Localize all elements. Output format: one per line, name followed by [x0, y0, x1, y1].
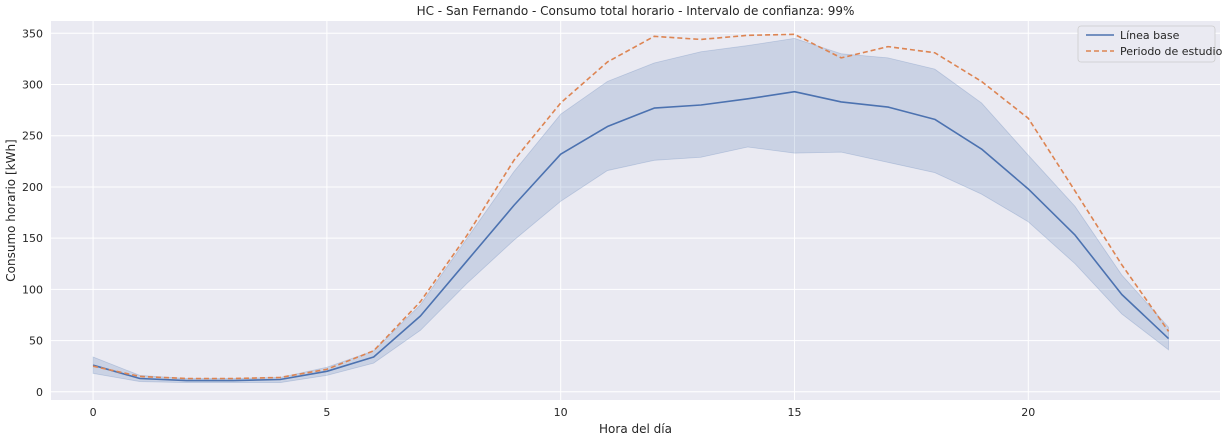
series-line-1: [92, 33, 1170, 380]
series-layer: [92, 33, 1170, 382]
y-tick-label: 300: [22, 79, 43, 92]
x-tick-label: 15: [787, 406, 801, 419]
chart-title: HC - San Fernando - Consumo total horari…: [417, 4, 855, 18]
x-tick-label: 20: [1021, 406, 1035, 419]
y-tick-label: 150: [22, 232, 43, 245]
y-axis-label: Consumo horario [kWh]: [4, 139, 18, 281]
x-tick-label: 5: [323, 406, 330, 419]
y-tick-label: 250: [22, 130, 43, 143]
x-tick-label: 0: [90, 406, 97, 419]
x-axis-label: Hora del día: [599, 422, 672, 436]
x-tick-label: 10: [554, 406, 568, 419]
confidence-band-layer: [92, 38, 1169, 383]
y-tick-label: 50: [29, 335, 43, 348]
confidence-band: [92, 38, 1169, 383]
legend: Línea base Periodo de estudio: [1077, 25, 1223, 63]
y-tick-label: 350: [22, 27, 43, 40]
series-line-0: [92, 90, 1170, 382]
y-tick-label: 0: [36, 386, 43, 399]
y-tick-label: 200: [22, 181, 43, 194]
y-tick-label: 100: [22, 283, 43, 296]
legend-label-periodo-de-estudio: Periodo de estudio: [1120, 45, 1223, 58]
legend-label-linea-base: Línea base: [1120, 29, 1180, 42]
